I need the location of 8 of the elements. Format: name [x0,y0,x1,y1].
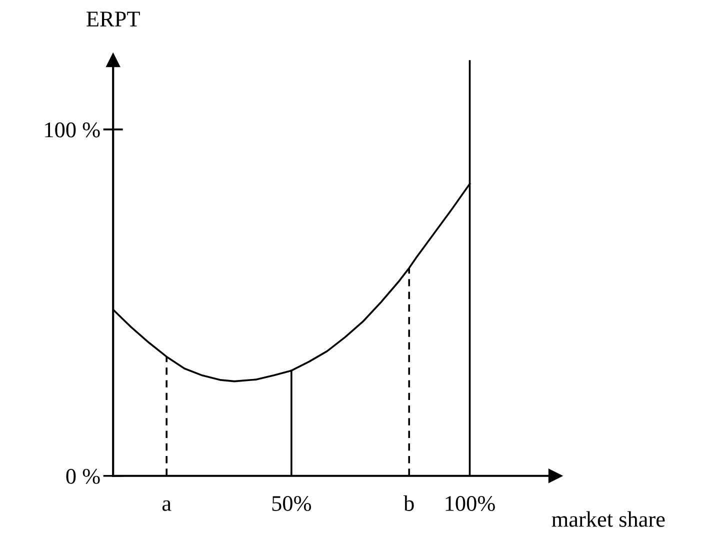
x-tick-label: 50% [272,496,312,512]
y-tick-label: 0 % [66,468,100,484]
x-axis-title: market share [552,511,665,527]
x-tick-label: b [404,495,414,511]
y-tick-label: 100 % [45,122,100,138]
x-tick-label: a [162,500,172,511]
y-axis-title: ERPT [86,12,140,26]
x-tick-label: 100% [446,496,495,512]
